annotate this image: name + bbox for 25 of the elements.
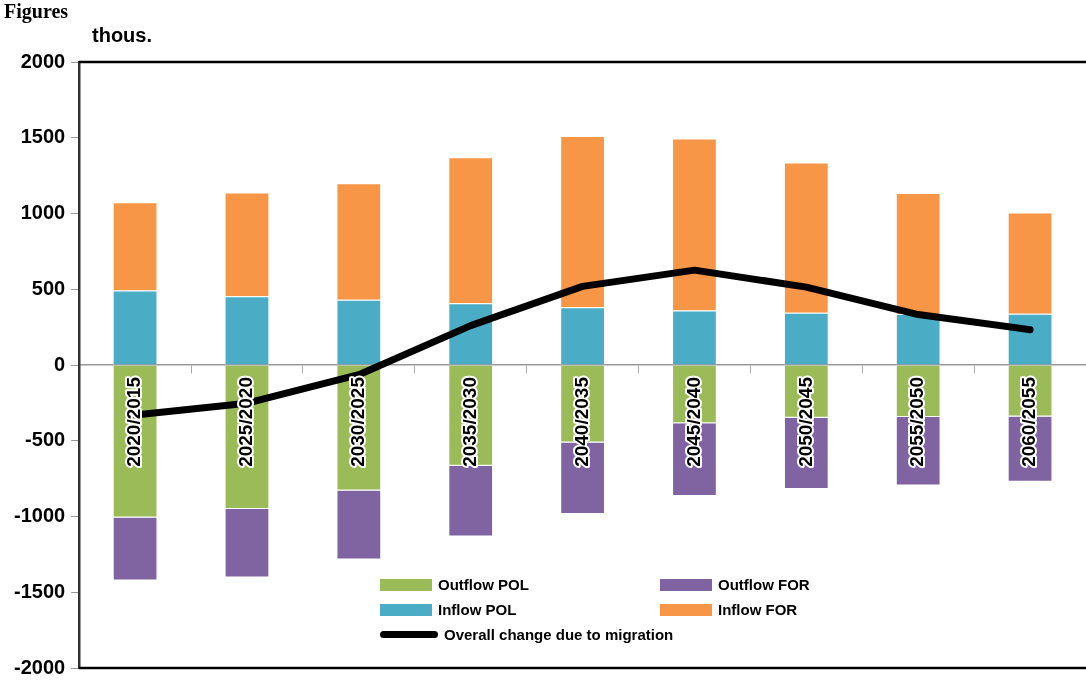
y-tick-label: 1500 — [20, 125, 66, 148]
y-tick-label: -2000 — [14, 655, 66, 678]
y-tick-label: -1000 — [14, 504, 66, 527]
x-tick-label: 2055/2050 — [906, 377, 928, 467]
x-tick-label: 2040/2035 — [570, 376, 592, 467]
x-tick-label: 2060/2055 — [1018, 376, 1040, 467]
legend-label: Inflow POL — [438, 601, 517, 618]
legend-label: Outflow POL — [438, 576, 529, 593]
y-tick-label: -500 — [25, 428, 66, 451]
x-tick-label: 2035/2030 — [458, 377, 480, 467]
legend-label: Overall change due to migration — [444, 626, 674, 643]
y-tick-label: -1500 — [14, 579, 66, 602]
x-tick-label: 2045/2040 — [682, 377, 704, 467]
x-tick-label: 2020/2015 — [123, 376, 145, 467]
legend-label: Outflow FOR — [718, 576, 810, 593]
text: Figures — [4, 0, 69, 23]
x-tick-label: 2030/2025 — [347, 376, 369, 467]
y-axis-title: thous. — [92, 24, 152, 47]
x-tick-label: 2050/2045 — [794, 376, 816, 467]
legend-label: Inflow FOR — [718, 601, 798, 618]
y-tick-label: 0 — [54, 352, 66, 375]
y-tick-label: 500 — [31, 276, 66, 299]
y-tick-label: 1000 — [20, 201, 66, 224]
y-tick-label: 2000 — [20, 49, 66, 72]
x-tick-label: 2025/2020 — [235, 377, 257, 467]
